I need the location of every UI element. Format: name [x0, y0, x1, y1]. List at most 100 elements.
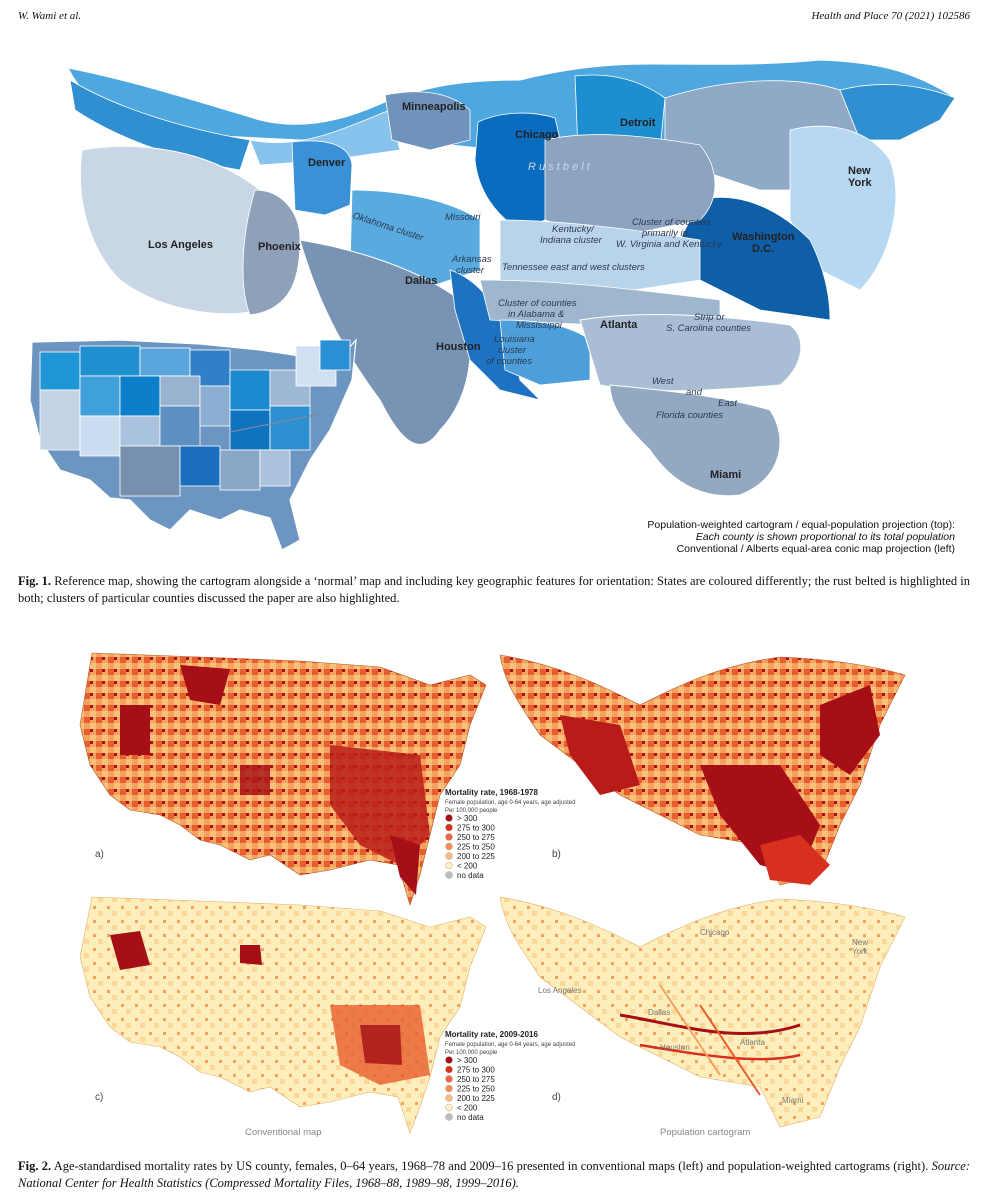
cluster-labels: R u s t b e l t Oklahoma cluster Missour… [351, 161, 751, 421]
label-d-los-angeles: Los Angeles [538, 986, 582, 995]
label-washington-line2: D.C. [752, 243, 774, 255]
label-missouri: Missouri [445, 212, 481, 223]
label-arkansas-cluster: Arkansas cluster [451, 254, 494, 276]
label-wv-line3: W. Virginia and Kentucky [616, 239, 723, 250]
figure-2-caption: Fig. 2. Age-standardised mortality rates… [18, 1158, 970, 1192]
legend-1968-swatch-2 [445, 833, 453, 841]
figure-2-caption-source: Source: National Center for Health Stati… [18, 1159, 971, 1190]
figure-1-map: Minneapolis Chicago Detroit Denver New Y… [29, 59, 957, 555]
label-los-angeles: Los Angeles [148, 239, 213, 251]
legend-line-1: Population-weighted cartogram / equal-po… [647, 519, 955, 531]
cartogram-regions [67, 59, 957, 497]
running-header-journal: Health and Place 70 (2021) 102586 [811, 10, 970, 22]
label-kentucky-cluster: Kentucky/ Indiana cluster [540, 224, 603, 246]
label-alabama-line3: Mississippi [516, 320, 563, 331]
label-louisiana-line1: Louisiana [494, 334, 535, 345]
label-d-miami: Miami [782, 1096, 804, 1105]
label-new-york: New York [848, 165, 874, 189]
map-d-cartogram-2009: Chicago New York Los Angeles Dallas Hous… [499, 896, 906, 1138]
map-c-conventional-2009: c) Conventional map [79, 896, 487, 1138]
legend-1968-label-4: 200 to 225 [457, 852, 495, 861]
label-kentucky-line1: Kentucky/ [552, 224, 595, 235]
label-wv-line1: Cluster of counties [632, 217, 711, 228]
legend-2009-label-5: < 200 [457, 1104, 478, 1113]
figure-2-maps: a) b) c) Conventional map Chicago New Yo… [79, 652, 906, 1138]
label-arkansas-line1: Arkansas [451, 254, 492, 265]
legend-1968-label-6: no data [457, 871, 484, 880]
legend-2009-label-6: no data [457, 1113, 484, 1122]
label-wv-cluster: Cluster of counties primarily in W. Virg… [616, 217, 723, 250]
label-carolina-line2: S. Carolina counties [666, 323, 751, 334]
figure-1-legend: Population-weighted cartogram / equal-po… [647, 519, 955, 555]
figure-2-caption-text: Age-standardised mortality rates by US c… [53, 1159, 929, 1173]
legend-2009-swatch-3 [445, 1084, 453, 1093]
map-a-conventional-1968: a) [79, 652, 487, 906]
label-d-new-york-line2: York [852, 947, 869, 956]
legend-1968-label-3: 225 to 250 [457, 843, 495, 852]
label-d-houston: Houston [660, 1043, 690, 1052]
legend-1968: Mortality rate, 1968-1978 Female populat… [445, 788, 575, 880]
legend-2009-swatch-0 [445, 1056, 453, 1064]
figure-1: Minneapolis Chicago Detroit Denver New Y… [0, 40, 988, 560]
legend-2009-label-4: 200 to 225 [457, 1094, 495, 1103]
figure-1-caption-label: Fig. 1. [18, 574, 52, 588]
legend-2009-sub2: Per 100,000 people [445, 1050, 498, 1056]
label-arkansas-line2: cluster [456, 265, 485, 276]
label-carolina-strip: Strip or S. Carolina counties [666, 312, 751, 334]
cartogram-city-labels: Minneapolis Chicago Detroit Denver New Y… [148, 101, 874, 481]
legend-1968-swatch-0 [445, 814, 453, 822]
legend-2009-label-1: 275 to 300 [457, 1066, 495, 1075]
cartogram-city-labels-d: Chicago New York Los Angeles Dallas Hous… [538, 928, 869, 1105]
legend-2009-swatch-2 [445, 1075, 453, 1083]
label-florida-and: and [686, 387, 703, 398]
label-tennessee-clusters: Tennessee east and west clusters [502, 262, 645, 273]
label-carolina-line1: Strip or [694, 312, 725, 323]
legend-1968-swatch-3 [445, 842, 453, 851]
legend-1968-swatch-5 [445, 861, 453, 870]
conventional-inset-map [29, 338, 357, 551]
label-washington-line1: Washington [732, 231, 795, 243]
legend-2009-swatch-5 [445, 1103, 453, 1112]
legend-2009-label-3: 225 to 250 [457, 1085, 495, 1094]
label-alabama-line1: Cluster of counties [498, 298, 577, 309]
label-louisiana-line2: cluster [498, 345, 527, 356]
legend-2009-sub1: Female population, age 0-64 years, age a… [445, 1042, 575, 1048]
label-phoenix: Phoenix [258, 241, 302, 253]
label-kentucky-line2: Indiana cluster [540, 235, 603, 246]
legend-1968-label-2: 250 to 275 [457, 833, 495, 842]
figure-1-caption-text: Reference map, showing the cartogram alo… [18, 574, 971, 605]
legend-1968-label-0: > 300 [457, 814, 478, 823]
legend-2009: Mortality rate, 2009-2016 Female populat… [445, 1030, 575, 1122]
label-alabama-line2: in Alabama & [508, 309, 564, 320]
figure-2: a) b) c) Conventional map Chicago New Yo… [0, 645, 988, 1145]
legend-2009-label-0: > 300 [457, 1056, 478, 1065]
legend-2009-swatch-6 [445, 1113, 453, 1121]
legend-1968-sub2: Per 100,000 people [445, 808, 498, 814]
conventional-map-label: Conventional map [245, 1127, 322, 1138]
legend-1968-swatch-6 [445, 871, 453, 879]
legend-2009-label-2: 250 to 275 [457, 1075, 495, 1084]
panel-b-label: b) [552, 849, 561, 860]
label-wv-line2: primarily in [641, 228, 688, 239]
label-rust-belt: R u s t b e l t [528, 161, 591, 173]
label-d-chicago: Chicago [700, 928, 730, 937]
legend-2009-title: Mortality rate, 2009-2016 [445, 1030, 538, 1039]
panel-c-label: c) [95, 1092, 103, 1103]
figure-2-caption-label: Fig. 2. [18, 1159, 52, 1173]
label-new-york-line2: York [848, 177, 873, 189]
label-d-new-york-line1: New [852, 938, 868, 947]
label-louisiana-cluster: Louisiana cluster of counties [486, 334, 537, 367]
legend-2009-swatch-1 [445, 1065, 453, 1074]
label-florida-west: West [652, 376, 674, 387]
label-houston: Houston [436, 341, 481, 353]
legend-1968-swatch-1 [445, 823, 453, 832]
label-chicago: Chicago [515, 129, 559, 141]
label-denver: Denver [308, 157, 346, 169]
label-d-atlanta: Atlanta [740, 1038, 765, 1047]
legend-1968-swatch-4 [445, 852, 453, 860]
running-header-authors: W. Wami et al. [18, 10, 82, 22]
label-florida-counties: Florida counties [656, 410, 723, 421]
map-b-cartogram-1968: b) [499, 654, 906, 886]
